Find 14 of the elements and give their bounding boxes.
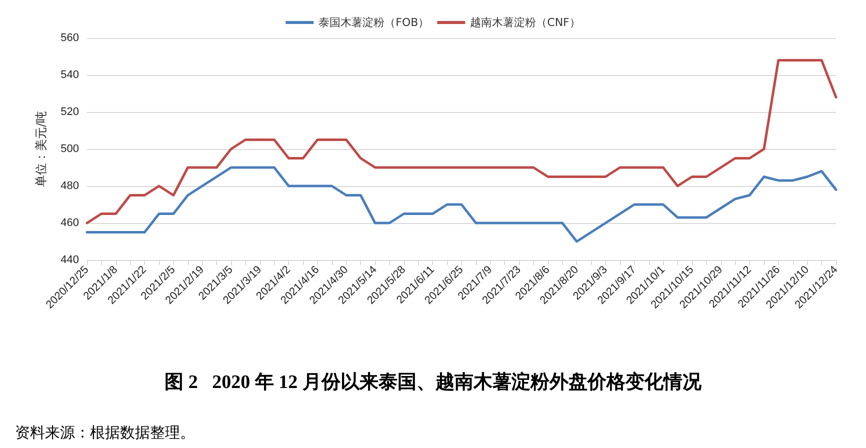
line-series	[86, 58, 838, 224]
legend-label: 越南木薯淀粉（CNF）	[470, 16, 580, 29]
text: 资料来源：根据数据整理。	[15, 424, 195, 442]
y-tick-label: 440	[60, 254, 79, 266]
y-tick-label: 480	[60, 180, 79, 192]
y-tick-label: 560	[60, 32, 79, 44]
y-tick-label: 540	[60, 69, 79, 81]
y-tick-label: 460	[60, 217, 79, 229]
text: 图 2 2020 年 12 月份以来泰国、越南木薯淀粉外盘价格变化情况	[164, 371, 702, 393]
legend-label: 泰国木薯淀粉（FOB）	[318, 16, 430, 29]
line-series	[86, 166, 838, 243]
y-tick-label: 520	[60, 106, 79, 118]
y-axis-title: 单位：美元/吨	[34, 110, 48, 188]
y-tick-label: 500	[60, 143, 79, 155]
